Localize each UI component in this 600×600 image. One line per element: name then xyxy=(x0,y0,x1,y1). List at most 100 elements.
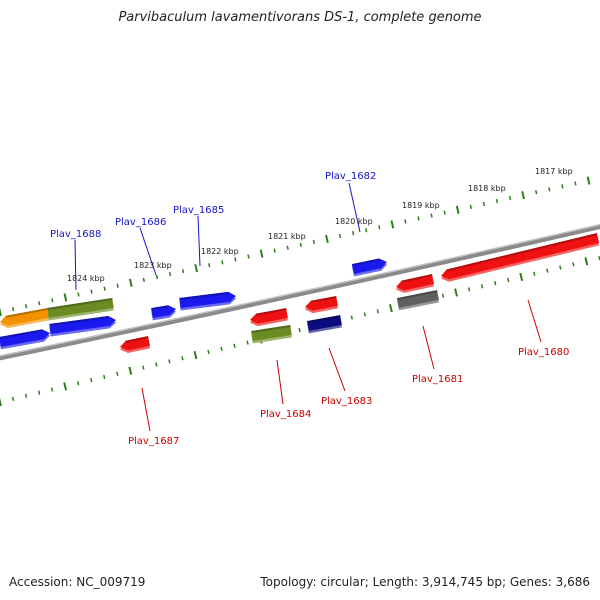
scale-tick xyxy=(350,315,354,320)
gene-label-plus[interactable]: Plav_1688 xyxy=(50,229,101,240)
genome-backbone xyxy=(0,224,600,361)
scale-tick xyxy=(38,301,41,306)
gene-arrow[interactable] xyxy=(0,308,49,329)
scale-tick xyxy=(247,254,250,259)
label-leader-line xyxy=(422,325,435,370)
scale-label: 1823 kbp xyxy=(134,261,172,270)
gene-label-minus[interactable]: Plav_1687 xyxy=(128,436,179,447)
scale-tick xyxy=(351,231,355,236)
scale-tick xyxy=(63,293,68,302)
scale-tick xyxy=(51,298,54,303)
scale-tick xyxy=(312,239,316,245)
scale-tick xyxy=(103,374,106,380)
scale-tick xyxy=(90,289,93,294)
scale-label: 1818 kbp xyxy=(468,184,506,193)
scale-tick xyxy=(233,343,236,348)
scale-tick xyxy=(142,277,146,282)
scale-tick xyxy=(273,248,276,253)
gene-arrow[interactable] xyxy=(305,296,338,314)
gene-arrow[interactable] xyxy=(179,291,236,311)
scale-tick xyxy=(116,371,119,376)
label-leader-line xyxy=(139,227,157,276)
scale-tick xyxy=(50,387,54,392)
genome-summary-text: Topology: circular; Length: 3,914,745 bp… xyxy=(260,575,590,589)
gene-label-minus[interactable]: Plav_1683 xyxy=(321,396,372,407)
gene-label-plus[interactable]: Plav_1682 xyxy=(325,171,376,182)
scale-tick xyxy=(128,366,133,375)
scale-tick xyxy=(508,195,512,201)
scale-tick xyxy=(168,271,172,277)
gene-arrow[interactable] xyxy=(441,233,600,282)
gene-label-plus[interactable]: Plav_1685 xyxy=(173,205,224,216)
gene-label-minus[interactable]: Plav_1681 xyxy=(412,374,463,385)
scale-label: 1820 kbp xyxy=(335,217,373,226)
scale-tick xyxy=(155,362,158,367)
scale-tick xyxy=(24,304,28,309)
gene-arrow[interactable] xyxy=(351,258,387,277)
gene-arrow[interactable] xyxy=(151,305,176,321)
scale-tick xyxy=(298,327,301,333)
scale-tick xyxy=(469,204,472,209)
gene-arrow[interactable] xyxy=(49,315,116,337)
scale-label: 1821 kbp xyxy=(268,232,306,241)
gene-arrow[interactable] xyxy=(396,274,435,293)
scale-tick xyxy=(495,198,499,204)
scale-tick xyxy=(37,390,41,395)
scale-tick xyxy=(220,346,223,351)
label-leader-line xyxy=(197,215,201,267)
gene-arrow[interactable] xyxy=(120,336,151,353)
scale-tick xyxy=(574,181,577,186)
scale-tick xyxy=(506,277,510,283)
scale-tick xyxy=(363,312,367,317)
gene-arrow[interactable] xyxy=(397,290,439,311)
scale-tick xyxy=(299,242,302,247)
outer-scale-ticks xyxy=(0,176,591,317)
scale-tick xyxy=(365,228,368,233)
accession-text: Accession: NC_009719 xyxy=(9,575,146,589)
gene-label-plus[interactable]: Plav_1686 xyxy=(115,217,166,228)
scale-tick xyxy=(480,284,484,289)
scale-tick xyxy=(441,293,445,298)
scale-tick xyxy=(390,220,395,229)
scale-tick xyxy=(572,262,575,267)
scale-tick xyxy=(519,272,524,282)
scale-tick xyxy=(455,205,460,214)
label-leader-line xyxy=(141,387,151,432)
scale-tick xyxy=(404,219,407,224)
gene-arrow[interactable] xyxy=(0,329,50,350)
scale-tick xyxy=(493,281,497,286)
scale-tick xyxy=(430,213,433,218)
gene-label-minus[interactable]: Plav_1684 xyxy=(260,409,311,420)
scale-tick xyxy=(546,268,549,273)
scale-tick xyxy=(443,210,446,215)
scale-tick xyxy=(586,176,591,185)
scale-tick xyxy=(11,396,15,401)
label-leader-lines xyxy=(74,182,542,432)
scale-tick xyxy=(246,340,249,345)
gene-arrow[interactable] xyxy=(47,298,114,321)
scale-tick xyxy=(584,257,589,266)
gene-arrow[interactable] xyxy=(250,308,288,327)
scale-tick xyxy=(77,292,80,297)
gene-arrow[interactable] xyxy=(251,325,292,344)
scale-tick xyxy=(221,260,224,265)
scale-tick xyxy=(234,257,237,262)
scale-tick xyxy=(561,184,564,189)
scale-tick xyxy=(63,382,68,391)
scale-tick xyxy=(417,216,420,221)
scale-tick xyxy=(325,234,329,244)
gene-arrow[interactable] xyxy=(307,315,342,334)
scale-tick xyxy=(155,274,159,280)
genome-backbone-highlight xyxy=(0,223,600,357)
scale-tick xyxy=(378,225,381,230)
gene-label-minus[interactable]: Plav_1680 xyxy=(518,347,569,358)
scale-tick xyxy=(467,287,471,292)
scale-tick xyxy=(142,365,145,370)
scale-label: 1819 kbp xyxy=(402,201,440,210)
scale-tick xyxy=(24,393,28,398)
scale-tick xyxy=(0,397,2,407)
scale-tick xyxy=(559,265,562,270)
scale-tick xyxy=(259,249,264,258)
